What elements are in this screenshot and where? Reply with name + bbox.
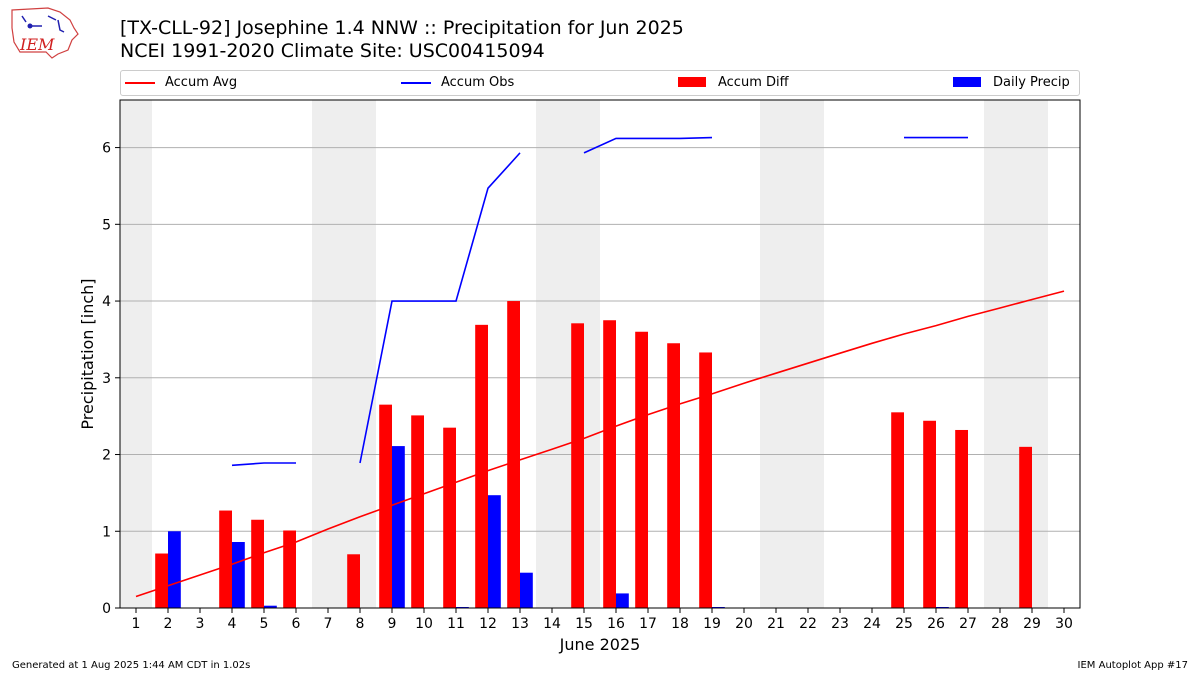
daily-precip-bar — [616, 593, 629, 608]
accum-diff-bar — [283, 530, 296, 608]
legend-label: Accum Diff — [718, 75, 789, 90]
x-tick-label: 3 — [196, 616, 205, 632]
daily-precip-bar — [264, 605, 277, 608]
x-tick-label: 28 — [991, 616, 1009, 632]
x-tick-label: 14 — [543, 616, 561, 632]
x-tick-label: 29 — [1023, 616, 1041, 632]
y-tick-label: 6 — [102, 141, 111, 157]
y-tick-label: 4 — [102, 294, 111, 310]
accum-diff-bar — [347, 554, 360, 608]
x-tick-label: 11 — [447, 616, 465, 632]
x-tick-label: 17 — [639, 616, 657, 632]
x-tick-label: 9 — [388, 616, 397, 632]
legend-line-blue — [401, 82, 431, 84]
accum-diff-bar — [411, 415, 424, 608]
daily-precip-bar — [520, 572, 533, 608]
daily-precip-bar — [488, 495, 501, 608]
x-tick-label: 21 — [767, 616, 785, 632]
accum-diff-bar — [699, 352, 712, 608]
x-tick-label: 22 — [799, 616, 817, 632]
accum-diff-bar — [251, 519, 264, 608]
app-note: IEM Autoplot App #17 — [1077, 660, 1188, 671]
x-tick-label: 10 — [415, 616, 433, 632]
accum-diff-bar — [507, 301, 520, 608]
x-tick-label: 30 — [1055, 616, 1073, 632]
y-tick-label: 0 — [102, 601, 111, 617]
accum-diff-bar — [955, 429, 968, 608]
y-tick-label: 1 — [102, 524, 111, 540]
logo-text: IEM — [19, 35, 55, 54]
weekend-band — [984, 100, 1048, 608]
chart-legend: Accum Avg Accum Obs Accum Diff Daily Pre… — [120, 70, 1080, 96]
accum-diff-bar — [603, 320, 616, 608]
accum-diff-bar — [379, 404, 392, 608]
daily-precip-bar — [392, 446, 405, 608]
x-tick-label: 6 — [292, 616, 301, 632]
y-tick-label: 2 — [102, 448, 111, 464]
accum-diff-bar — [1019, 446, 1032, 608]
daily-precip-bar — [168, 531, 181, 608]
weekend-band — [120, 100, 152, 608]
x-tick-label: 2 — [164, 616, 173, 632]
accum-obs-line — [231, 462, 296, 467]
x-tick-label: 23 — [831, 616, 849, 632]
legend-patch-blue — [953, 77, 981, 87]
generated-note: Generated at 1 Aug 2025 1:44 AM CDT in 1… — [12, 660, 251, 671]
x-tick-label: 26 — [927, 616, 945, 632]
x-tick-label: 16 — [607, 616, 625, 632]
x-axis-label: June 2025 — [559, 635, 641, 654]
x-tick-label: 18 — [671, 616, 689, 632]
legend-label: Accum Avg — [165, 75, 238, 90]
x-tick-label: 4 — [228, 616, 237, 632]
accum-diff-bar — [155, 553, 168, 608]
accum-obs-line — [359, 152, 521, 464]
accum-diff-bar — [635, 331, 648, 608]
chart-subtitle: NCEI 1991-2020 Climate Site: USC00415094 — [120, 40, 545, 62]
x-tick-label: 13 — [511, 616, 529, 632]
legend-label: Daily Precip — [993, 75, 1070, 90]
accum-diff-bar — [475, 324, 488, 608]
y-axis-label: Precipitation [inch] — [78, 278, 97, 429]
legend-patch-red — [678, 77, 706, 87]
x-tick-label: 1 — [132, 616, 141, 632]
iem-logo: IEM — [11, 7, 79, 59]
plot-frame — [119, 99, 1081, 609]
legend-line-red — [125, 82, 155, 84]
accum-diff-bar — [571, 323, 584, 608]
x-tick-label: 25 — [895, 616, 913, 632]
x-tick-label: 15 — [575, 616, 593, 632]
accum-avg-line — [135, 290, 1065, 598]
y-tick-label: 5 — [102, 217, 111, 233]
legend-label: Accum Obs — [441, 75, 515, 90]
x-tick-label: 7 — [324, 616, 333, 632]
x-tick-label: 27 — [959, 616, 977, 632]
x-tick-label: 19 — [703, 616, 721, 632]
x-tick-label: 20 — [735, 616, 753, 632]
daily-precip-bar — [232, 542, 245, 608]
x-tick-label: 24 — [863, 616, 881, 632]
accum-diff-bar — [923, 420, 936, 608]
y-tick-label: 3 — [102, 371, 111, 387]
accum-diff-bar — [891, 412, 904, 608]
x-tick-label: 8 — [356, 616, 365, 632]
x-tick-label: 12 — [479, 616, 497, 632]
accum-diff-bar — [443, 427, 456, 608]
accum-diff-bar — [667, 343, 680, 608]
weekend-band — [760, 100, 824, 608]
accum-obs-line — [583, 136, 713, 154]
x-tick-label: 5 — [260, 616, 269, 632]
accum-diff-bar — [219, 510, 232, 608]
weekend-band — [536, 100, 600, 608]
chart-title: [TX-CLL-92] Josephine 1.4 NNW :: Precipi… — [120, 17, 684, 39]
